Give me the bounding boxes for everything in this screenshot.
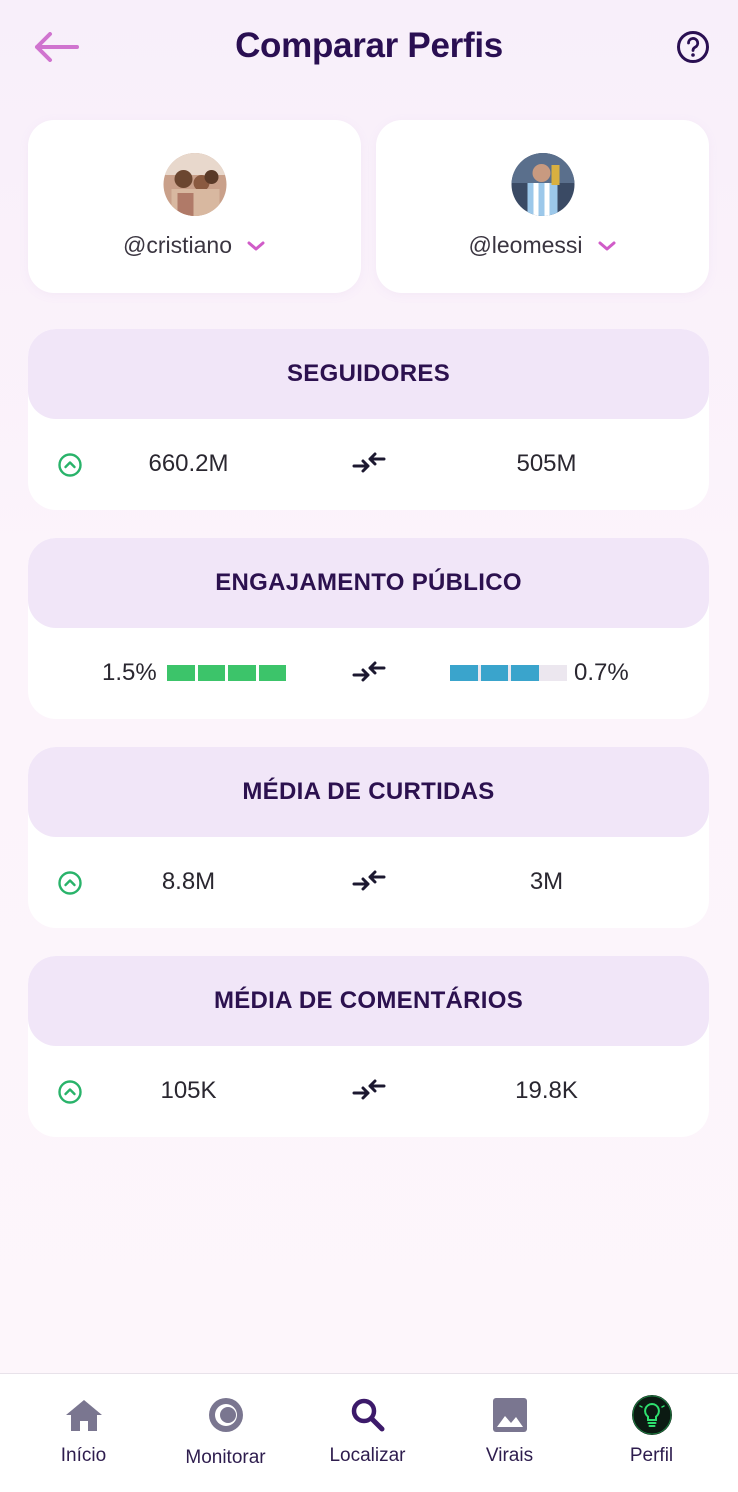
comments-row: 105K 19.8K — [28, 1046, 709, 1137]
engagement-bar-right — [450, 665, 567, 681]
profile-selector-right[interactable]: @leomessi — [376, 120, 709, 293]
engagement-row: 1.5% 0.7% — [28, 628, 709, 719]
header: Comparar Perfis — [0, 0, 738, 100]
search-icon — [347, 1394, 389, 1436]
lightbulb-icon — [631, 1394, 673, 1436]
avatar — [163, 153, 226, 216]
chevron-up-circle-icon — [58, 453, 82, 477]
back-button[interactable] — [28, 24, 84, 70]
comments-header: MÉDIA DE COMENTÁRIOS — [28, 956, 709, 1046]
nav-item-localizar[interactable]: Localizar — [294, 1374, 441, 1492]
profile-selector-left[interactable]: @cristiano — [28, 120, 361, 293]
engagement-bar-left — [167, 665, 288, 681]
followers-card: SEGUIDORES 660.2M 505M — [28, 329, 709, 510]
compare-arrows-icon — [352, 1079, 386, 1100]
monitor-icon — [205, 1394, 247, 1436]
engagement-header: ENGAJAMENTO PÚBLICO — [28, 538, 709, 628]
bottom-nav: Início Monitorar Localizar — [0, 1373, 738, 1492]
nav-label: Localizar — [329, 1445, 406, 1466]
followers-header: SEGUIDORES — [28, 329, 709, 419]
image-icon — [489, 1394, 531, 1436]
compare-arrows-icon — [352, 661, 386, 682]
nav-item-monitorar[interactable]: Monitorar — [152, 1374, 299, 1492]
section-title: ENGAJAMENTO PÚBLICO — [215, 569, 522, 596]
section-title: MÉDIA DE CURTIDAS — [242, 778, 495, 805]
bar-segment — [450, 665, 478, 681]
section-title: SEGUIDORES — [286, 360, 451, 387]
page-title: Comparar Perfis — [235, 26, 503, 65]
arrow-left-icon — [35, 32, 79, 62]
bar-segment — [197, 665, 225, 681]
nav-label: Virais — [485, 1445, 534, 1466]
nav-label: Monitorar — [185, 1447, 266, 1468]
section-title: MÉDIA DE COMENTÁRIOS — [213, 987, 524, 1014]
chevron-down-icon[interactable] — [597, 239, 617, 253]
likes-card: MÉDIA DE CURTIDAS 8.8M 3M — [28, 747, 709, 928]
bar-segment — [511, 665, 539, 681]
chevron-up-circle-icon — [58, 1080, 82, 1104]
engagement-card: ENGAJAMENTO PÚBLICO 1.5% 0.7% — [28, 538, 709, 719]
help-button[interactable] — [676, 30, 710, 64]
right-value: 3M — [529, 868, 564, 895]
left-value: 1.5% — [102, 659, 157, 686]
question-circle-icon — [677, 31, 709, 63]
nav-item-virais[interactable]: Virais — [436, 1374, 583, 1492]
home-icon — [63, 1394, 105, 1436]
profile-handle-row: @cristiano — [28, 232, 361, 259]
profile-handle-row: @leomessi — [376, 232, 709, 259]
comments-card: MÉDIA DE COMENTÁRIOS 105K 19.8K — [28, 956, 709, 1137]
nav-item-perfil[interactable]: Perfil — [578, 1374, 725, 1492]
nav-label: Perfil — [629, 1445, 674, 1466]
chevron-up-circle-icon — [58, 871, 82, 895]
left-value: 105K — [160, 1077, 217, 1104]
bar-segment — [228, 665, 256, 681]
likes-row: 8.8M 3M — [28, 837, 709, 928]
bar-segment — [167, 665, 195, 681]
likes-header: MÉDIA DE CURTIDAS — [28, 747, 709, 837]
profile-handle: @cristiano — [123, 232, 232, 258]
right-value: 19.8K — [515, 1077, 578, 1104]
compare-arrows-icon — [352, 452, 386, 473]
bar-segment — [258, 665, 286, 681]
followers-row: 660.2M 505M — [28, 419, 709, 510]
bar-segment — [480, 665, 508, 681]
right-value: 505M — [516, 450, 577, 477]
chevron-down-icon[interactable] — [246, 239, 266, 253]
compare-arrows-icon — [352, 870, 386, 891]
avatar — [511, 153, 574, 216]
nav-label: Início — [60, 1445, 107, 1466]
left-value: 660.2M — [148, 450, 229, 477]
right-value: 0.7% — [574, 659, 629, 686]
profile-handle: @leomessi — [468, 232, 583, 258]
left-value: 8.8M — [161, 868, 216, 895]
nav-item-inicio[interactable]: Início — [10, 1374, 157, 1492]
